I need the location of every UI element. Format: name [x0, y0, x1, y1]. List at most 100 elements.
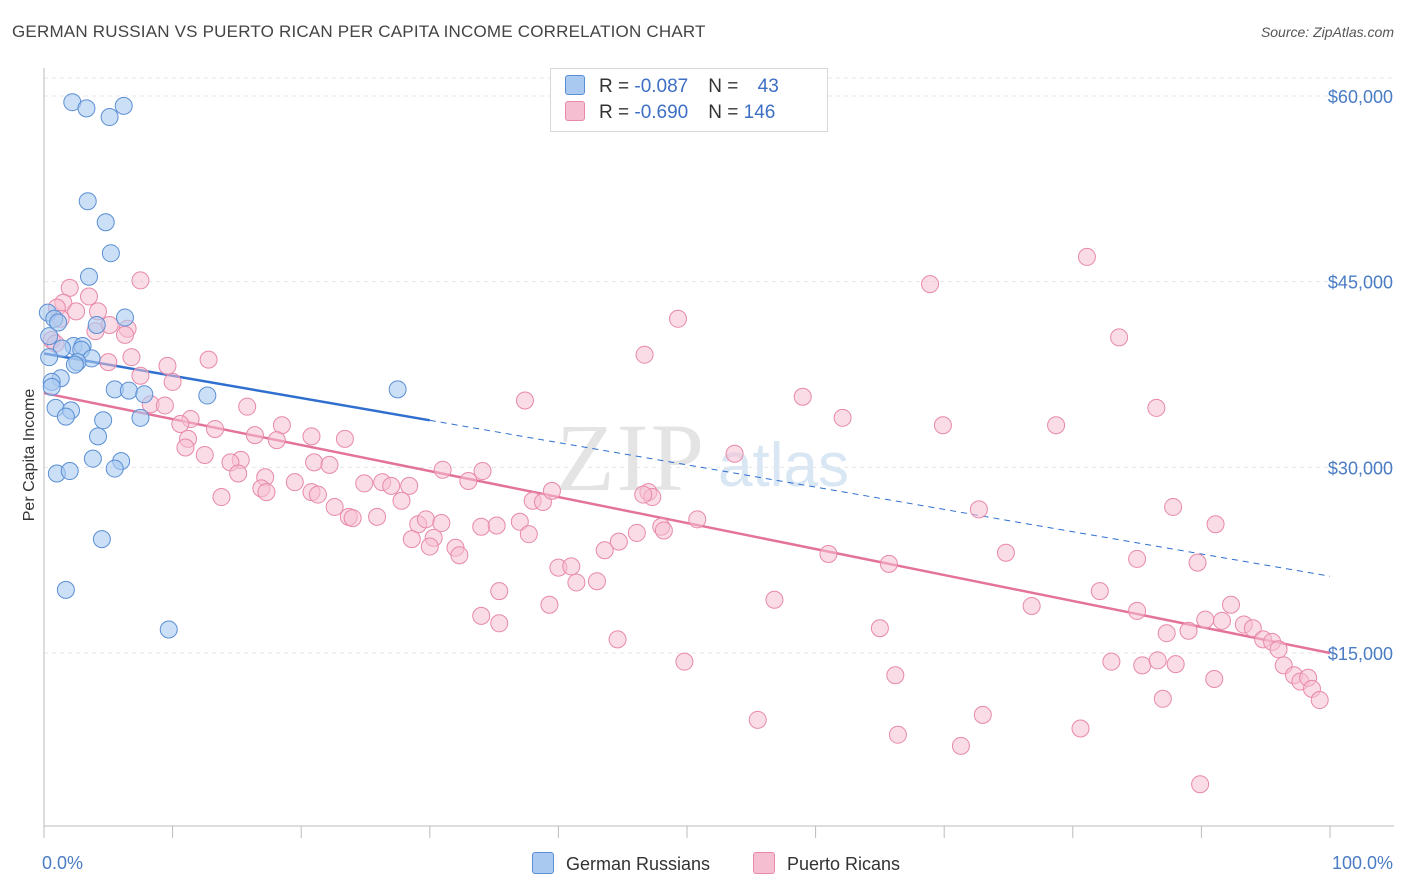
- puerto-ricans-point: [542, 481, 561, 500]
- puerto-ricans-point: [305, 453, 324, 472]
- puerto-ricans-point: [433, 460, 452, 479]
- puerto-ricans-point: [308, 485, 327, 504]
- german-russians-points: [38, 93, 407, 639]
- puerto-ricans-point: [1077, 247, 1096, 266]
- puerto-ricans-point: [725, 444, 744, 463]
- n-label: N =: [708, 102, 744, 123]
- puerto-ricans-point: [229, 464, 248, 483]
- n-label: N =: [708, 76, 744, 97]
- german-russians-point: [131, 408, 150, 427]
- puerto-ricans-point: [1164, 497, 1183, 516]
- legend-puerto-ricans[interactable]: Puerto Ricans: [753, 852, 900, 875]
- puerto-ricans-point: [1166, 655, 1185, 674]
- x-tick-label-max: 100.0%: [1332, 853, 1393, 873]
- puerto-ricans-point: [420, 537, 439, 556]
- puerto-ricans-point: [320, 455, 339, 474]
- y-tick-label: $30,000: [1328, 458, 1393, 478]
- puerto-ricans-point: [158, 356, 177, 375]
- x-tick-label-min: 0.0%: [42, 853, 83, 873]
- correlation-legend: R = -0.087 N = 43 R = -0.690 N = 146: [550, 68, 828, 132]
- puerto-ricans-point: [833, 408, 852, 427]
- puerto-ricans-point: [969, 500, 988, 519]
- legend-german-russians[interactable]: German Russians: [532, 852, 710, 875]
- puerto-ricans-point: [245, 426, 264, 445]
- puerto-ricans-point: [1188, 553, 1207, 572]
- puerto-ricans-point: [1071, 719, 1090, 738]
- puerto-ricans-point: [567, 573, 586, 592]
- german-russians-point: [40, 327, 59, 346]
- puerto-ricans-point: [1196, 610, 1215, 629]
- puerto-ricans-point: [487, 516, 506, 535]
- puerto-ricans-point: [1269, 640, 1288, 659]
- puerto-ricans-point: [199, 350, 218, 369]
- puerto-ricans-point: [131, 366, 150, 385]
- puerto-ricans-points: [42, 247, 1329, 794]
- puerto-ricans-point: [472, 517, 491, 536]
- puerto-ricans-point: [819, 544, 838, 563]
- puerto-ricans-point: [67, 302, 86, 321]
- puerto-ricans-point: [1148, 651, 1167, 670]
- german-russians-point: [65, 355, 84, 374]
- pink-swatch: [753, 852, 775, 874]
- puerto-ricans-point: [325, 497, 344, 516]
- puerto-ricans-point: [951, 736, 970, 755]
- tick-labels: $15,000 $30,000 $45,000 $60,000 0.0% 100.0% Pe…: [21, 87, 1393, 873]
- puerto-ricans-point: [587, 572, 606, 591]
- puerto-ricans-point: [1133, 656, 1152, 675]
- puerto-ricans-point: [472, 606, 491, 625]
- puerto-ricans-point: [163, 372, 182, 391]
- puerto-ricans-point: [515, 391, 534, 410]
- puerto-ricans-point: [1206, 515, 1225, 534]
- puerto-ricans-point: [1310, 691, 1329, 710]
- watermark-atlas: atlas: [718, 431, 849, 500]
- german-russians-point: [92, 530, 111, 549]
- puerto-ricans-point: [635, 345, 654, 364]
- r-value: -0.087: [634, 76, 689, 97]
- puerto-ricans-point: [195, 445, 214, 464]
- puerto-ricans-point: [238, 397, 257, 416]
- german-russians-point: [105, 459, 124, 478]
- puerto-ricans-point: [888, 725, 907, 744]
- german-russians-point: [96, 213, 115, 232]
- german-russians-point: [198, 386, 217, 405]
- puerto-ricans-point: [1191, 775, 1210, 794]
- puerto-ricans-point: [1022, 596, 1041, 615]
- puerto-ricans-point: [432, 514, 451, 533]
- puerto-ricans-point: [688, 510, 707, 529]
- puerto-ricans-point: [519, 525, 538, 544]
- german-russians-point: [42, 377, 61, 396]
- puerto-ricans-point: [973, 705, 992, 724]
- puerto-ricans-point: [608, 630, 627, 649]
- puerto-ricans-point: [634, 485, 653, 504]
- legend-row-german-russians: R = -0.087 N = 43: [565, 75, 779, 99]
- puerto-ricans-point: [1102, 652, 1121, 671]
- puerto-ricans-point: [1128, 601, 1147, 620]
- puerto-ricans-point: [675, 652, 694, 671]
- puerto-ricans-point: [335, 429, 354, 448]
- german-russians-point: [388, 380, 407, 399]
- y-tick-label: $15,000: [1328, 644, 1393, 664]
- german-russians-point: [49, 313, 68, 332]
- puerto-ricans-point: [1153, 689, 1172, 708]
- puerto-ricans-point: [116, 325, 135, 344]
- puerto-ricans-point: [285, 473, 304, 492]
- y-tick-label: $60,000: [1328, 87, 1393, 107]
- puerto-ricans-point: [155, 396, 174, 415]
- german-russians-point: [40, 348, 59, 367]
- puerto-ricans-point: [343, 509, 362, 528]
- y-axis-label: Per Capita Income: [21, 389, 38, 522]
- blue-swatch: [565, 75, 585, 95]
- axes: [43, 68, 1394, 838]
- german-russians-point: [77, 99, 96, 118]
- german-russians-trend-extension: [429, 419, 1331, 577]
- german-russians-point: [116, 308, 135, 327]
- puerto-ricans-point: [870, 619, 889, 638]
- puerto-ricans-point: [793, 387, 812, 406]
- puerto-ricans-point: [765, 590, 784, 609]
- puerto-ricans-point: [748, 710, 767, 729]
- german-russians-point: [53, 339, 72, 358]
- chart-title: GERMAN RUSSIAN VS PUERTO RICAN PER CAPIT…: [12, 22, 706, 41]
- puerto-ricans-point: [355, 474, 374, 493]
- puerto-ricans-point: [267, 431, 286, 450]
- puerto-ricans-point: [879, 554, 898, 573]
